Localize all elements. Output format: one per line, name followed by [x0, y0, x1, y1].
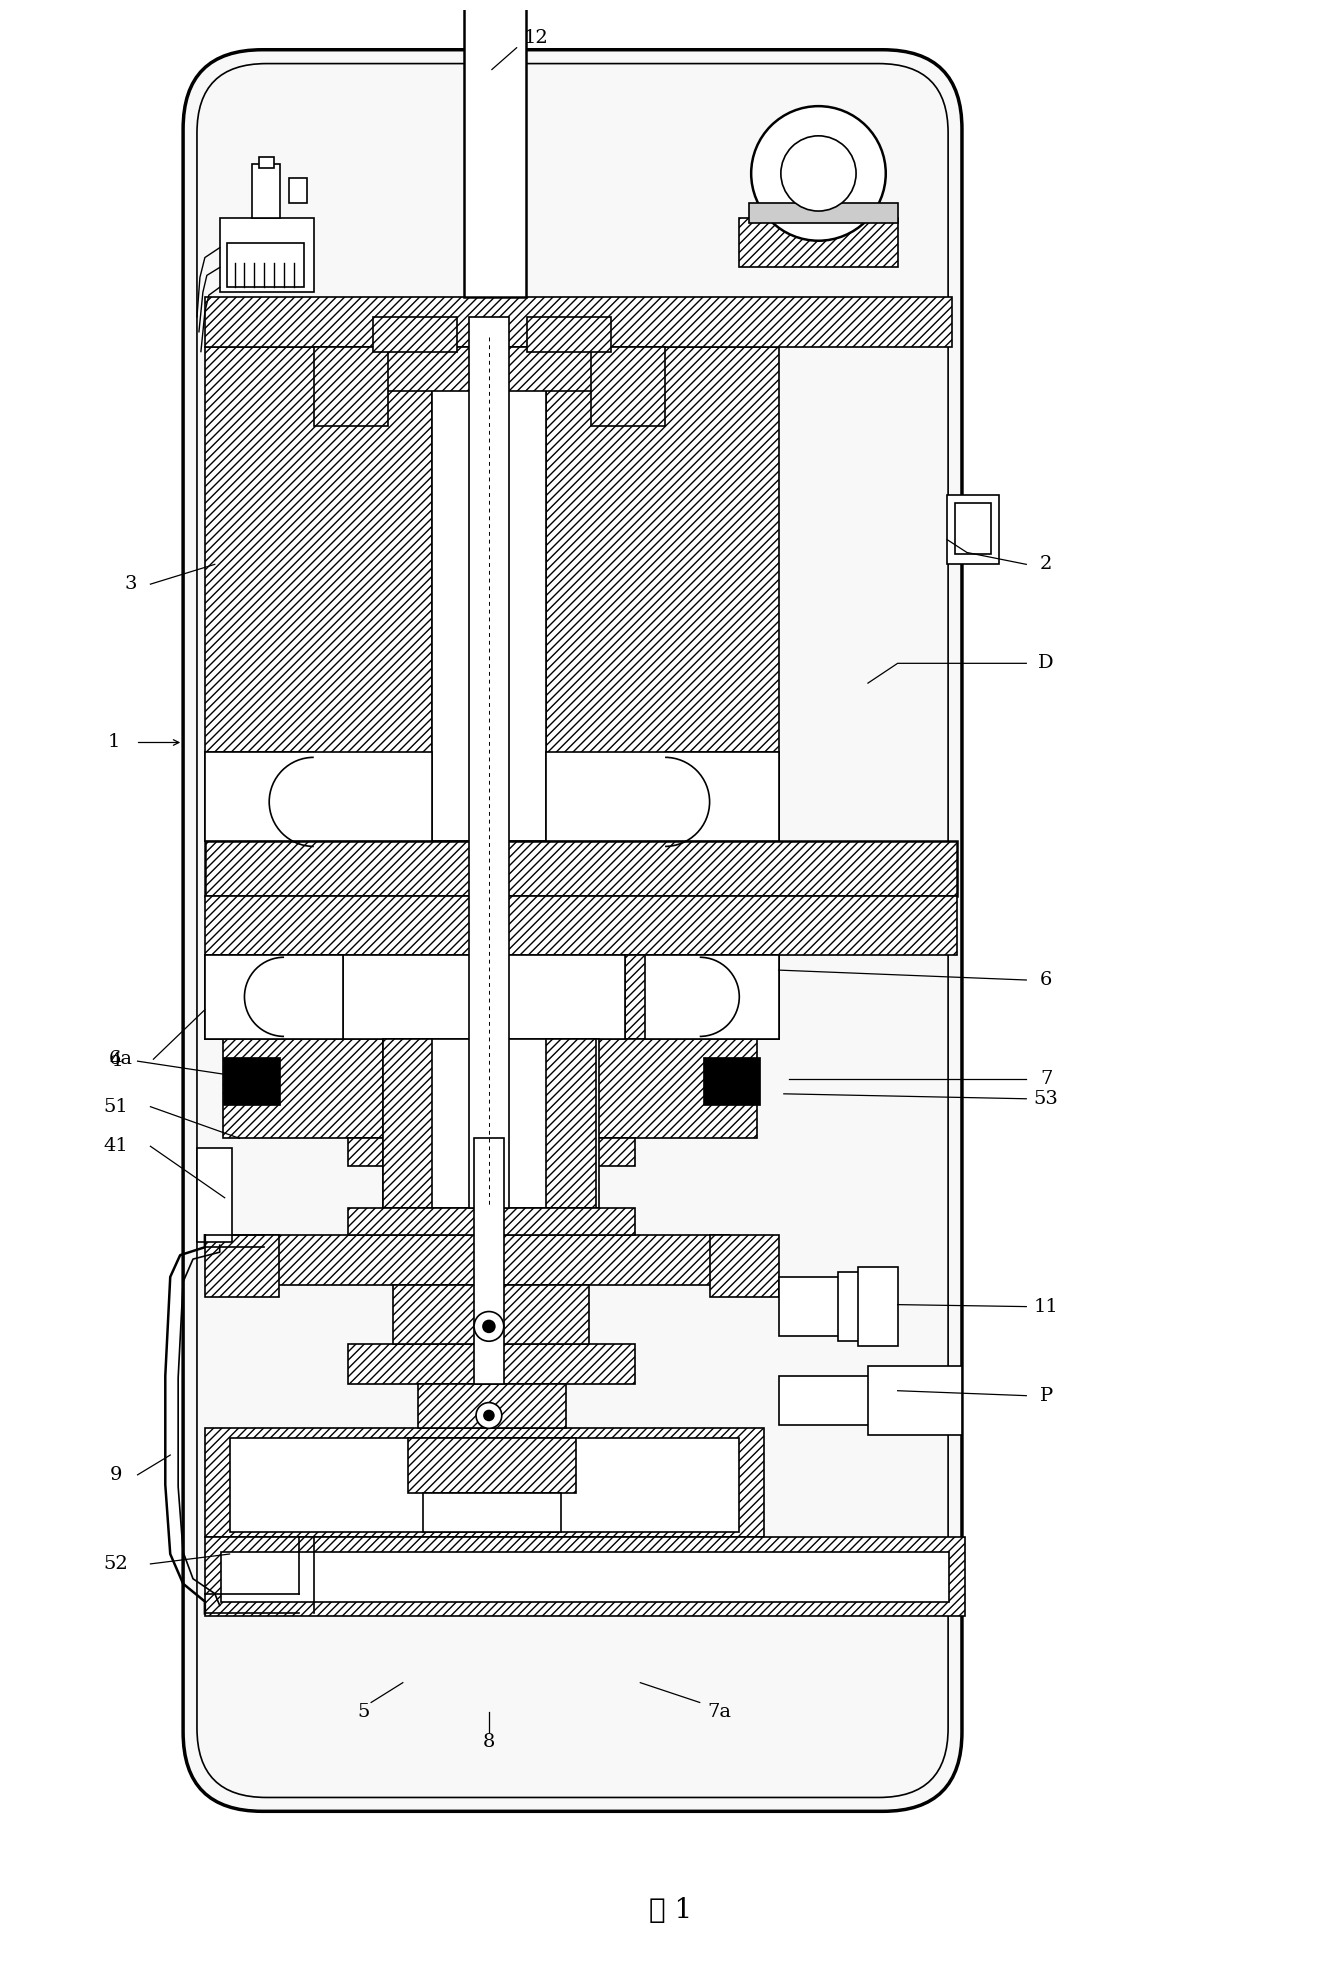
Bar [383, 1040, 599, 1209]
Bar [348, 1138, 635, 1165]
Text: 5: 5 [357, 1703, 369, 1721]
Polygon shape [547, 1040, 596, 1209]
Bar [314, 347, 388, 426]
Bar [348, 1344, 635, 1383]
Text: 1: 1 [107, 734, 120, 751]
Bar [469, 318, 509, 1209]
Polygon shape [749, 204, 897, 224]
Text: 11: 11 [1034, 1297, 1058, 1317]
Polygon shape [547, 347, 779, 842]
Bar [344, 955, 626, 1040]
Bar [423, 1493, 561, 1532]
Bar [432, 347, 547, 842]
Bar [858, 1267, 897, 1346]
FancyBboxPatch shape [183, 49, 962, 1811]
Polygon shape [626, 955, 779, 1040]
Polygon shape [755, 955, 779, 1040]
Bar [474, 1138, 504, 1383]
Bar [254, 1236, 729, 1285]
Bar [223, 1040, 757, 1138]
Text: 3: 3 [125, 575, 137, 593]
Circle shape [483, 1411, 494, 1420]
Text: 9: 9 [110, 1466, 122, 1483]
Text: 7: 7 [1039, 1069, 1053, 1089]
Circle shape [475, 1403, 502, 1428]
Bar [868, 1366, 962, 1436]
Bar [223, 1058, 281, 1105]
Text: 53: 53 [1034, 1089, 1058, 1109]
Text: 8: 8 [482, 1732, 496, 1750]
Polygon shape [383, 1040, 432, 1209]
Bar [702, 1058, 760, 1105]
Polygon shape [205, 1236, 279, 1297]
Bar [465, 0, 525, 296]
Bar [227, 243, 304, 286]
Bar [252, 163, 281, 218]
Polygon shape [739, 218, 897, 267]
Bar [220, 1552, 950, 1601]
Text: 51: 51 [103, 1097, 128, 1116]
Bar [205, 897, 958, 955]
Bar [838, 1271, 893, 1342]
Bar [393, 1285, 588, 1344]
Bar [348, 1209, 635, 1236]
Bar [547, 751, 779, 842]
Text: 6a: 6a [109, 1050, 133, 1067]
Text: 7a: 7a [708, 1703, 732, 1721]
Bar [526, 318, 611, 351]
Circle shape [483, 1320, 494, 1332]
Circle shape [780, 135, 855, 212]
Polygon shape [709, 1236, 779, 1297]
Bar [205, 1428, 764, 1536]
Bar [591, 347, 665, 426]
Bar [955, 502, 991, 555]
Bar [205, 955, 344, 1040]
Text: 4: 4 [110, 1052, 122, 1069]
Bar [259, 157, 274, 169]
Text: P: P [1039, 1387, 1053, 1405]
Bar [408, 1438, 576, 1493]
Bar [205, 296, 952, 347]
Text: 41: 41 [103, 1138, 128, 1156]
Text: 图 1: 图 1 [650, 1897, 693, 1925]
Bar [220, 218, 314, 292]
Polygon shape [205, 347, 432, 842]
Bar [205, 751, 432, 842]
Polygon shape [205, 955, 235, 1040]
Text: 6: 6 [1039, 971, 1053, 989]
Bar [197, 1148, 231, 1242]
Bar [645, 955, 779, 1040]
Polygon shape [665, 751, 779, 842]
Circle shape [751, 106, 886, 241]
Bar [779, 1277, 878, 1336]
Bar [383, 347, 596, 390]
Bar [779, 1375, 962, 1424]
Bar [418, 1383, 567, 1428]
Text: D: D [1038, 653, 1054, 673]
Bar [205, 1536, 964, 1617]
Bar [289, 179, 306, 204]
Bar [947, 494, 999, 565]
Polygon shape [205, 955, 344, 1040]
Text: 2: 2 [1039, 555, 1053, 573]
Text: 52: 52 [103, 1556, 128, 1574]
Bar [373, 318, 457, 351]
Polygon shape [205, 751, 314, 842]
Text: 12: 12 [524, 29, 549, 47]
Circle shape [474, 1311, 504, 1342]
Bar [230, 1438, 739, 1532]
Bar [205, 842, 958, 897]
